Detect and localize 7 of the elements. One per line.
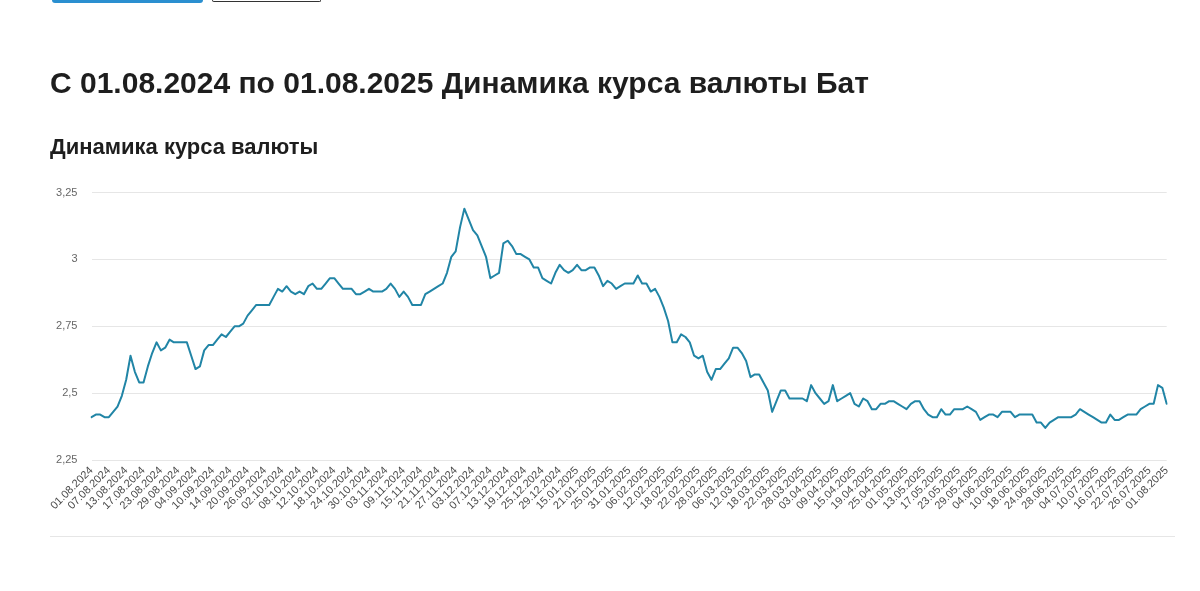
- y-tick-label: 2,5: [62, 386, 78, 399]
- y-tick-label: 3,25: [56, 185, 78, 198]
- y-tick-label: 2,25: [56, 453, 78, 466]
- y-tick-label: 3: [71, 252, 78, 265]
- chart-title: С 01.08.2024 по 01.08.2025 Динамика курса валюты Бат: [50, 65, 869, 101]
- y-tick-label: 2,75: [56, 319, 78, 332]
- chart-subtitle: Динамика курса валюты: [50, 133, 319, 161]
